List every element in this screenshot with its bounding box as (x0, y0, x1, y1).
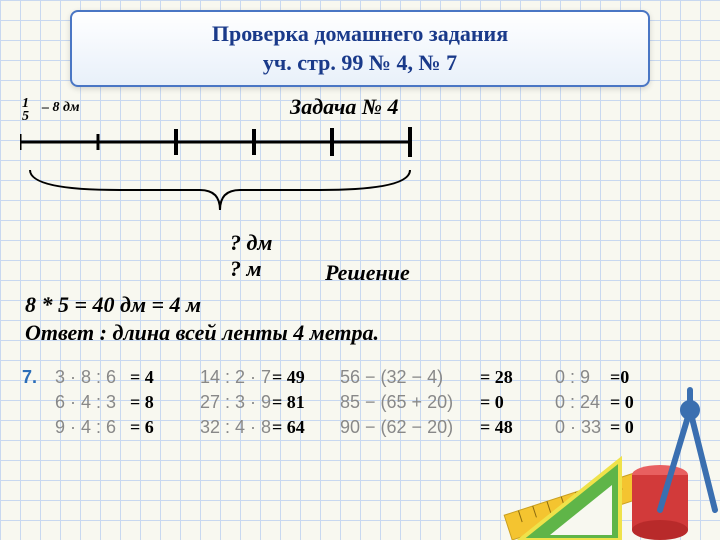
header-title-line2: уч. стр. 99 № 4, № 7 (82, 49, 638, 78)
expr: 6 · 4 : 3 (55, 392, 116, 413)
answer-line: Ответ : длина всей ленты 4 метра. (25, 320, 379, 346)
expr: 56 − (32 − 4) (340, 367, 443, 388)
ans: = 64 (272, 417, 305, 438)
expr: 3 · 8 : 6 (55, 367, 116, 388)
ans: = 4 (130, 367, 154, 388)
task7-label: 7. (22, 367, 37, 388)
solution-line: 8 * 5 = 40 дм = 4 м (25, 292, 201, 318)
ans: = 8 (130, 392, 154, 413)
reshenie-label: Решение (325, 260, 410, 286)
header-title-line1: Проверка домашнего задания (82, 20, 638, 49)
expr: 32 : 4 · 8 (200, 417, 271, 438)
decor-illustration (500, 380, 720, 540)
ans: = 81 (272, 392, 305, 413)
expr: 85 − (65 + 20) (340, 392, 453, 413)
ans: = 6 (130, 417, 154, 438)
task4-title: Задача № 4 (290, 94, 399, 120)
question-dm: ? дм (230, 230, 273, 256)
fraction-label: 1 5 (22, 98, 29, 123)
expr: 27 : 3 · 9 (200, 392, 271, 413)
segment-label: – 8 дм (42, 100, 80, 116)
question-m: ? м (230, 256, 262, 282)
number-line (20, 122, 440, 232)
ans: = 49 (272, 367, 305, 388)
expr: 90 − (62 − 20) (340, 417, 453, 438)
expr: 14 : 2 · 7 (200, 367, 271, 388)
expr: 9 · 4 : 6 (55, 417, 116, 438)
header-box: Проверка домашнего задания уч. стр. 99 №… (70, 10, 650, 87)
